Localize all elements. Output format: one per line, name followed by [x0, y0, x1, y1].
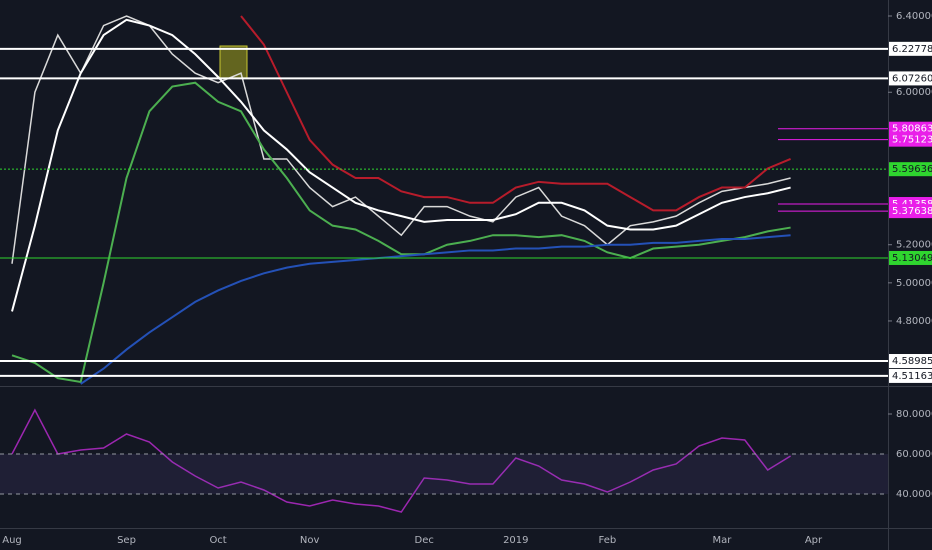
x-tick-label: 2019 [503, 535, 528, 546]
level-label: 5.75123 [892, 135, 932, 146]
level-label: 4.58985 [892, 356, 932, 367]
marks [11, 15, 791, 513]
rsi-tick-label: 40.0000 [896, 489, 932, 500]
level-label-box [889, 121, 932, 136]
y-tick-label: 6.40000 [896, 11, 932, 22]
level-label: 6.22778 [892, 44, 932, 55]
level-label-box [889, 71, 932, 86]
rsi-band [0, 454, 888, 494]
series-line [11, 18, 791, 312]
x-tick-label: Apr [805, 535, 823, 546]
y-tick-label: 5.20000 [896, 240, 932, 251]
series-line [11, 81, 791, 384]
x-tick-label: Mar [712, 535, 732, 546]
y-tick-label: 6.00000 [896, 87, 932, 98]
y-tick-label: 5.00000 [896, 278, 932, 289]
rsi-tick-label: 60.0000 [896, 449, 932, 460]
series-line [80, 234, 791, 385]
y-tick-label: 4.80000 [896, 316, 932, 327]
level-label: 6.07260 [892, 73, 932, 84]
level-label-box [889, 250, 932, 265]
series-line [11, 15, 791, 264]
level-label: 4.51163 [892, 371, 932, 382]
x-tick-label: Nov [300, 535, 320, 546]
level-label: 5.37638 [892, 206, 932, 217]
level-label-box [889, 204, 932, 219]
level-label-box [889, 162, 932, 177]
x-tick-label: Dec [415, 535, 434, 546]
highlight-box [219, 45, 248, 79]
level-label-box [889, 132, 932, 147]
level-label: 5.59636 [892, 164, 932, 175]
x-tick-label: Feb [599, 535, 617, 546]
level-label: 5.13049 [892, 253, 932, 264]
x-tick-label: Sep [117, 535, 136, 546]
x-tick-label: Aug [2, 535, 22, 546]
x-tick-label: Oct [209, 535, 226, 546]
level-label: 5.80863 [892, 124, 932, 135]
level-label-box [889, 354, 932, 369]
series-line [240, 15, 791, 212]
level-label-box [889, 41, 932, 56]
rsi-tick-label: 80.0000 [896, 409, 932, 420]
series-line [11, 408, 791, 513]
level-label-box [889, 368, 932, 383]
